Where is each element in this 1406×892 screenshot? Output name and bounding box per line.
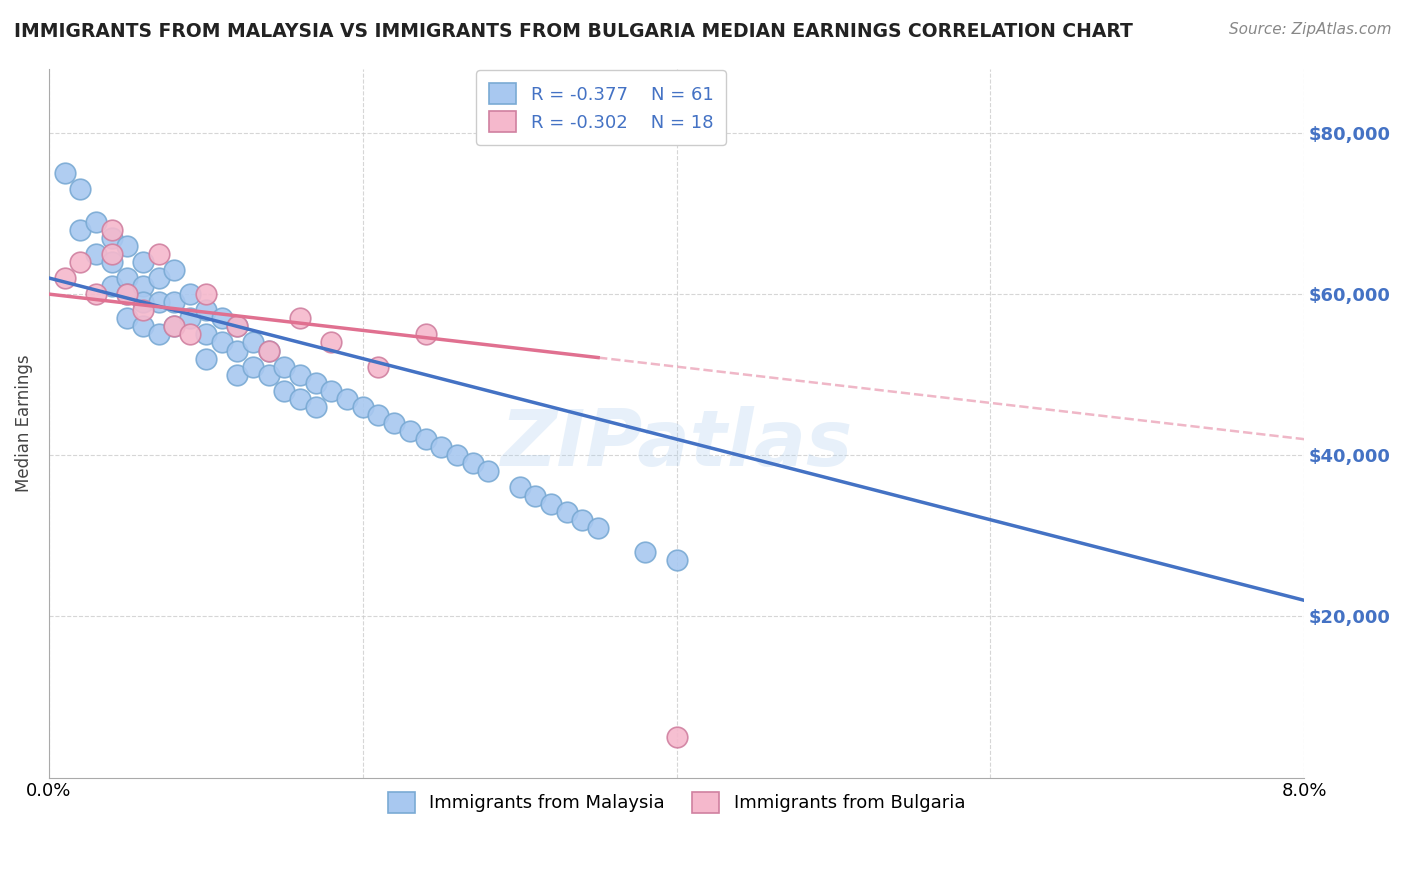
- Point: [194, 351, 217, 366]
- Point: [84, 287, 107, 301]
- Point: [461, 456, 484, 470]
- Legend: Immigrants from Malaysia, Immigrants from Bulgaria: Immigrants from Malaysia, Immigrants fro…: [375, 779, 977, 825]
- Point: [117, 287, 139, 301]
- Point: [415, 432, 437, 446]
- Point: [634, 545, 657, 559]
- Point: [117, 239, 139, 253]
- Point: [132, 279, 155, 293]
- Point: [148, 327, 170, 342]
- Point: [242, 335, 264, 350]
- Point: [226, 343, 249, 358]
- Point: [132, 255, 155, 269]
- Point: [194, 287, 217, 301]
- Point: [273, 384, 295, 398]
- Point: [288, 311, 311, 326]
- Point: [288, 392, 311, 406]
- Point: [446, 448, 468, 462]
- Point: [100, 247, 122, 261]
- Point: [179, 311, 201, 326]
- Point: [665, 731, 688, 745]
- Point: [69, 182, 91, 196]
- Point: [226, 368, 249, 382]
- Point: [53, 166, 76, 180]
- Point: [352, 400, 374, 414]
- Point: [163, 319, 186, 334]
- Point: [69, 222, 91, 236]
- Point: [382, 416, 405, 430]
- Point: [211, 335, 233, 350]
- Point: [540, 497, 562, 511]
- Text: ZIPatlas: ZIPatlas: [501, 407, 852, 483]
- Text: IMMIGRANTS FROM MALAYSIA VS IMMIGRANTS FROM BULGARIA MEDIAN EARNINGS CORRELATION: IMMIGRANTS FROM MALAYSIA VS IMMIGRANTS F…: [14, 22, 1133, 41]
- Point: [571, 513, 593, 527]
- Point: [117, 311, 139, 326]
- Point: [305, 400, 328, 414]
- Point: [321, 384, 343, 398]
- Point: [242, 359, 264, 374]
- Point: [163, 295, 186, 310]
- Y-axis label: Median Earnings: Median Earnings: [15, 354, 32, 491]
- Point: [524, 489, 547, 503]
- Point: [148, 295, 170, 310]
- Point: [509, 481, 531, 495]
- Point: [179, 287, 201, 301]
- Point: [100, 279, 122, 293]
- Point: [69, 255, 91, 269]
- Point: [257, 368, 280, 382]
- Point: [194, 303, 217, 318]
- Point: [555, 505, 578, 519]
- Point: [148, 271, 170, 285]
- Point: [273, 359, 295, 374]
- Point: [257, 343, 280, 358]
- Point: [84, 247, 107, 261]
- Point: [257, 343, 280, 358]
- Point: [477, 464, 499, 478]
- Point: [321, 335, 343, 350]
- Point: [117, 271, 139, 285]
- Point: [100, 255, 122, 269]
- Point: [226, 319, 249, 334]
- Point: [305, 376, 328, 390]
- Point: [194, 327, 217, 342]
- Point: [132, 295, 155, 310]
- Point: [179, 327, 201, 342]
- Point: [367, 359, 389, 374]
- Point: [84, 214, 107, 228]
- Point: [163, 263, 186, 277]
- Point: [336, 392, 359, 406]
- Point: [163, 319, 186, 334]
- Point: [132, 319, 155, 334]
- Point: [211, 311, 233, 326]
- Point: [53, 271, 76, 285]
- Point: [117, 287, 139, 301]
- Point: [100, 231, 122, 245]
- Point: [226, 319, 249, 334]
- Point: [430, 440, 453, 454]
- Point: [665, 553, 688, 567]
- Text: Source: ZipAtlas.com: Source: ZipAtlas.com: [1229, 22, 1392, 37]
- Point: [415, 327, 437, 342]
- Point: [148, 247, 170, 261]
- Point: [398, 424, 420, 438]
- Point: [100, 222, 122, 236]
- Point: [586, 521, 609, 535]
- Point: [132, 303, 155, 318]
- Point: [288, 368, 311, 382]
- Point: [367, 408, 389, 422]
